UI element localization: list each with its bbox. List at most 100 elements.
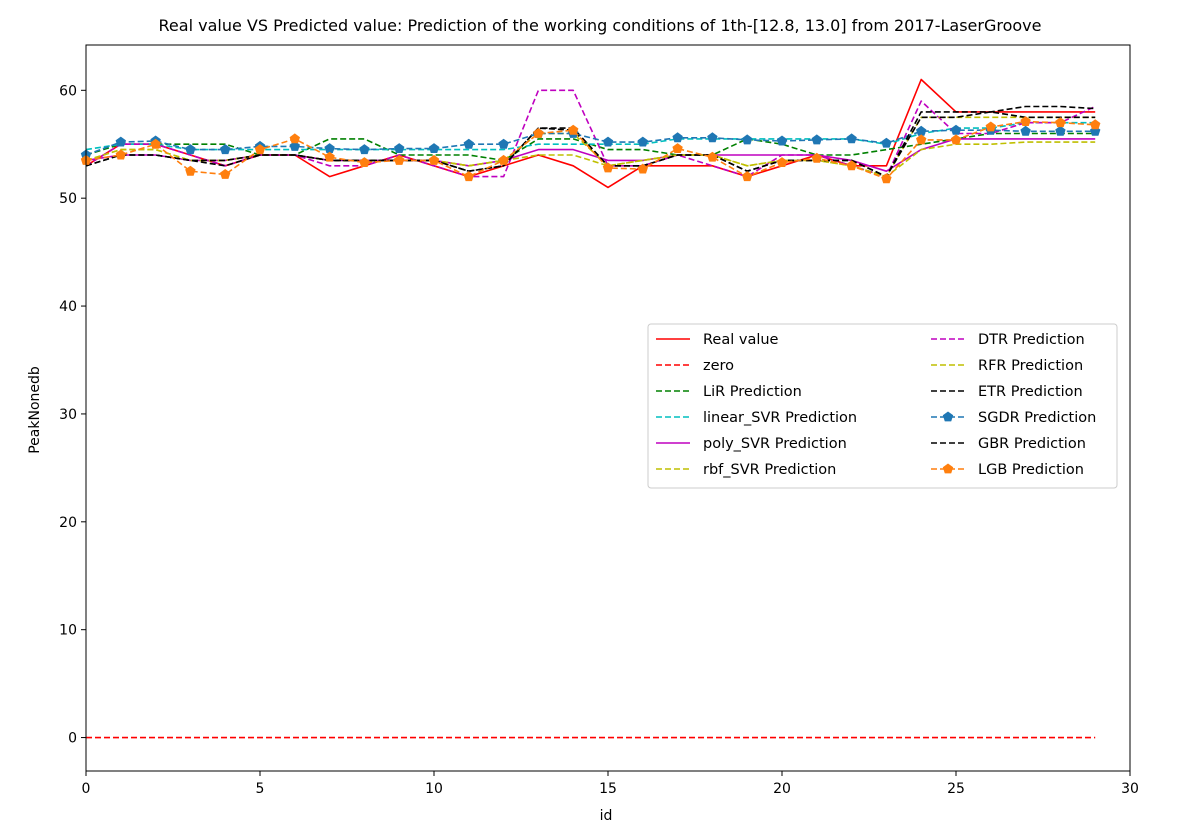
series-line-sgdr-prediction	[85, 129, 1096, 156]
series-point-lgb-prediction	[707, 151, 718, 162]
x-tick-label: 30	[1121, 781, 1139, 797]
series-point-sgdr-prediction	[1055, 125, 1066, 136]
series-point-sgdr-prediction	[359, 144, 370, 155]
series-point-lgb-prediction	[637, 163, 648, 174]
x-axis-label: id	[600, 808, 613, 824]
series-point-sgdr-prediction	[742, 134, 753, 145]
series-point-lgb-prediction	[950, 134, 962, 145]
plot-area	[80, 78, 1101, 739]
series-point-sgdr-prediction	[672, 132, 683, 143]
series-point-lgb-prediction	[1020, 116, 1031, 126]
series-line-linear-svr-prediction	[85, 121, 1096, 151]
legend-entry-lgb-prediction: LGB Prediction	[931, 462, 1084, 478]
series-point-lgb-prediction	[150, 138, 161, 149]
series-point-lgb-prediction	[811, 152, 822, 163]
legend-label-linear-svr-prediction: linear_SVR Prediction	[703, 410, 857, 426]
series-point-sgdr-prediction	[811, 134, 822, 145]
series-point-sgdr-prediction	[220, 144, 231, 155]
series-point-lgb-prediction	[533, 128, 544, 138]
legend-label-gbr-prediction: GBR Prediction	[978, 436, 1086, 452]
series-point-sgdr-prediction	[463, 138, 474, 149]
series-point-lgb-prediction	[846, 160, 857, 171]
legend-label-etr-prediction: ETR Prediction	[978, 384, 1083, 400]
legend-label-zero: zero	[703, 358, 734, 374]
legend-entry-poly-svr-prediction: poly_SVR Prediction	[656, 436, 847, 452]
legend-box	[647, 323, 1118, 489]
axes: 0 5 10 15 20 25 30 0 10 20 30 40 50 60	[59, 44, 1139, 797]
legend-entry-rfr-prediction: RFR Prediction	[931, 358, 1083, 374]
series-linear-svr-prediction	[85, 121, 1096, 151]
x-tick-label: 25	[947, 781, 965, 797]
series-point-lgb-prediction	[568, 124, 579, 135]
series-point-lgb-prediction	[776, 157, 788, 167]
y-tick-label: 10	[59, 623, 77, 639]
legend-label-dtr-prediction: DTR Prediction	[978, 332, 1085, 348]
series-point-lgb-prediction	[394, 154, 405, 165]
legend-entry-gbr-prediction: GBR Prediction	[931, 436, 1086, 452]
series-lgb-prediction	[80, 116, 1101, 184]
y-tick-label: 50	[59, 191, 77, 207]
series-point-sgdr-prediction	[324, 143, 335, 153]
series-rfr-prediction	[85, 116, 1096, 178]
series-point-lgb-prediction	[220, 169, 231, 179]
x-tick-label: 0	[82, 781, 91, 797]
y-tick-label: 60	[59, 83, 77, 99]
series-point-lgb-prediction	[985, 121, 996, 132]
legend-marker-lgb-prediction	[942, 463, 954, 474]
series-point-lgb-prediction	[916, 134, 927, 145]
series-point-sgdr-prediction	[637, 136, 648, 147]
x-tick-label: 10	[425, 781, 443, 797]
series-point-sgdr-prediction	[950, 124, 962, 135]
x-tick-label: 20	[773, 781, 791, 797]
series-point-lgb-prediction	[1055, 117, 1066, 128]
y-tick-label: 0	[68, 731, 77, 747]
series-point-lgb-prediction	[1090, 119, 1101, 130]
series-point-sgdr-prediction	[289, 140, 300, 151]
series-point-lgb-prediction	[324, 151, 335, 162]
series-point-lgb-prediction	[428, 154, 440, 165]
series-point-lgb-prediction	[115, 149, 126, 160]
y-tick-label: 40	[59, 299, 77, 315]
legend-entry-linear-svr-prediction: linear_SVR Prediction	[656, 410, 857, 426]
series-point-lgb-prediction	[463, 171, 474, 182]
legend-label-poly-svr-prediction: poly_SVR Prediction	[703, 436, 847, 452]
series-point-lgb-prediction	[359, 157, 370, 167]
series-line-rfr-prediction	[85, 116, 1096, 178]
series-point-sgdr-prediction	[776, 135, 788, 146]
series-point-sgdr-prediction	[707, 132, 718, 143]
legend: Real value zero LiR Prediction linear_SVR P…	[647, 323, 1118, 489]
legend-label-lir-prediction: LiR Prediction	[703, 384, 802, 400]
legend-label-lgb-prediction: LGB Prediction	[978, 462, 1084, 478]
legend-entry-rbf-svr-prediction: rbf_SVR Prediction	[656, 462, 836, 478]
series-dtr-prediction	[85, 89, 1096, 178]
series-point-lgb-prediction	[185, 165, 196, 176]
legend-entry-etr-prediction: ETR Prediction	[931, 384, 1083, 400]
series-point-sgdr-prediction	[881, 137, 892, 148]
series-point-sgdr-prediction	[1020, 125, 1031, 136]
series-point-sgdr-prediction	[916, 125, 927, 136]
legend-label-rfr-prediction: RFR Prediction	[978, 358, 1083, 374]
y-axis-label: PeakNonedb	[27, 366, 43, 454]
series-point-sgdr-prediction	[394, 143, 405, 153]
legend-entry-dtr-prediction: DTR Prediction	[931, 332, 1085, 348]
legend-label-real-value: Real value	[703, 332, 779, 348]
series-point-lgb-prediction	[498, 154, 509, 165]
legend-marker-sgdr-prediction	[942, 411, 954, 422]
chart-title: Real value VS Predicted value: Predictio…	[159, 16, 1042, 35]
series-point-lgb-prediction	[742, 171, 753, 182]
legend-entry-lir-prediction: LiR Prediction	[656, 384, 802, 400]
series-point-sgdr-prediction	[602, 136, 614, 147]
series-point-sgdr-prediction	[498, 138, 509, 149]
series-point-lgb-prediction	[602, 162, 614, 173]
legend-label-sgdr-prediction: SGDR Prediction	[978, 410, 1096, 426]
legend-entry-zero: zero	[656, 358, 734, 374]
legend-entry-real-value: Real value	[656, 332, 779, 348]
series-point-sgdr-prediction	[185, 144, 196, 155]
y-tick-label: 20	[59, 515, 77, 531]
legend-entry-sgdr-prediction: SGDR Prediction	[931, 410, 1096, 426]
series-point-lgb-prediction	[289, 133, 300, 144]
series-point-lgb-prediction	[881, 173, 892, 184]
series-point-lgb-prediction	[672, 143, 683, 153]
legend-label-rbf-svr-prediction: rbf_SVR Prediction	[703, 462, 836, 478]
